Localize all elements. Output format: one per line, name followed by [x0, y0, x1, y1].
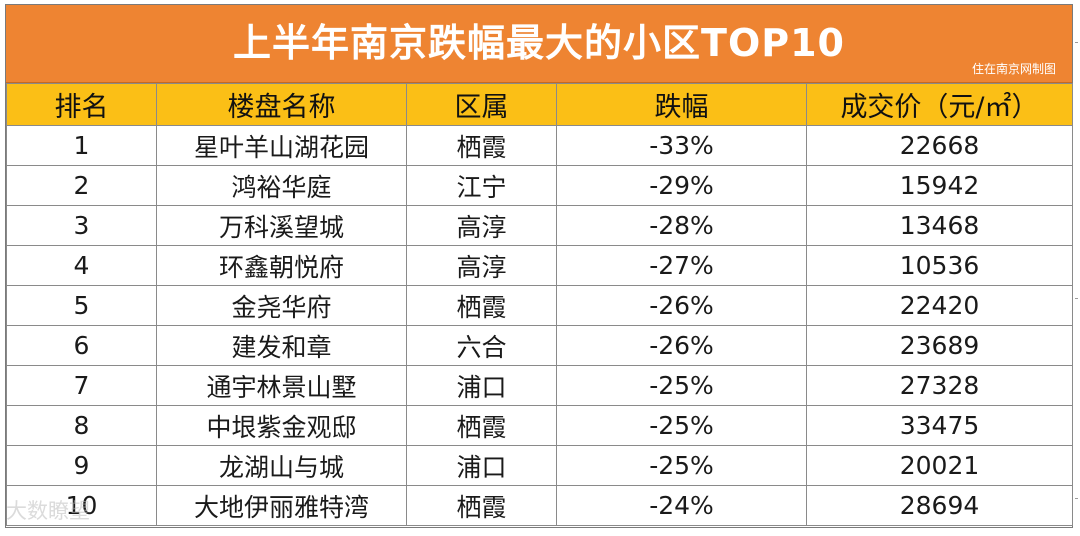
cell-rank: 7: [6, 365, 157, 406]
cell-rank: 6: [6, 325, 157, 366]
header-decline: 跌幅: [556, 83, 807, 126]
cell-rank: 9: [6, 445, 157, 486]
cell-rank: 3: [6, 205, 157, 246]
cell-rank: 8: [6, 405, 157, 446]
cell-decline: -27%: [556, 245, 807, 286]
cell-rank: 4: [6, 245, 157, 286]
cell-name: 鸿裕华庭: [156, 165, 407, 206]
cell-rank: 1: [6, 125, 157, 166]
table-row: 7 通宇林景山墅 浦口 -25% 27328: [6, 365, 1073, 406]
cell-decline: -25%: [556, 365, 807, 406]
table-header: 排名 楼盘名称 区属 跌幅 成交价（元/㎡）: [6, 83, 1073, 126]
edge-tick: [1075, 298, 1078, 299]
table-row: 8 中垠紫金观邸 栖霞 -25% 33475: [6, 405, 1073, 446]
cell-price: 28694: [806, 485, 1073, 526]
cell-decline: -33%: [556, 125, 807, 166]
cell-name: 通宇林景山墅: [156, 365, 407, 406]
cell-price: 13468: [806, 205, 1073, 246]
cell-price: 22668: [806, 125, 1073, 166]
header-price: 成交价（元/㎡）: [806, 83, 1073, 126]
cell-decline: -26%: [556, 285, 807, 326]
edge-tick: [1075, 498, 1078, 499]
header-name: 楼盘名称: [156, 83, 407, 126]
cell-price: 27328: [806, 365, 1073, 406]
cell-name: 龙湖山与城: [156, 445, 407, 486]
table-row: 2 鸿裕华庭 江宁 -29% 15942: [6, 165, 1073, 206]
title-banner: 上半年南京跌幅最大的小区TOP10 住在南京网制图: [6, 5, 1072, 83]
table-row: 6 建发和章 六合 -26% 23689: [6, 325, 1073, 366]
cell-district: 栖霞: [406, 125, 557, 166]
cell-district: 栖霞: [406, 405, 557, 446]
page-title: 上半年南京跌幅最大的小区TOP10: [233, 21, 845, 65]
cell-price: 33475: [806, 405, 1073, 446]
header-rank: 排名: [6, 83, 157, 126]
table-row: 1 星叶羊山湖花园 栖霞 -33% 22668: [6, 125, 1073, 166]
cell-price: 15942: [806, 165, 1073, 206]
cell-name: 星叶羊山湖花园: [156, 125, 407, 166]
cell-rank: 2: [6, 165, 157, 206]
cell-decline: -25%: [556, 405, 807, 446]
table-row: 4 环鑫朝悦府 高淳 -27% 10536: [6, 245, 1073, 286]
cell-price: 23689: [806, 325, 1073, 366]
cell-name: 建发和章: [156, 325, 407, 366]
cell-rank: 10: [6, 485, 157, 526]
cell-rank: 5: [6, 285, 157, 326]
cell-decline: -26%: [556, 325, 807, 366]
edge-tick: [1075, 42, 1078, 43]
cell-name: 万科溪望城: [156, 205, 407, 246]
table-row: 10 大地伊丽雅特湾 栖霞 -24% 28694: [6, 485, 1073, 526]
cell-price: 10536: [806, 245, 1073, 286]
cell-district: 六合: [406, 325, 557, 366]
cell-district: 高淳: [406, 205, 557, 246]
table-body: 1 星叶羊山湖花园 栖霞 -33% 22668 2 鸿裕华庭 江宁 -29% 15942 3 万科溪望…: [6, 125, 1073, 526]
cell-district: 栖霞: [406, 485, 557, 526]
credit-text: 住在南京网制图: [971, 62, 1056, 76]
cell-district: 江宁: [406, 165, 557, 206]
ranking-table-image: 上半年南京跌幅最大的小区TOP10 住在南京网制图 排名 楼盘名称 区属 跌幅 …: [5, 4, 1073, 528]
header-district: 区属: [406, 83, 557, 126]
ranking-table: 排名 楼盘名称 区属 跌幅 成交价（元/㎡） 1 星叶羊山湖花园 栖霞 -33% 226…: [6, 83, 1073, 526]
cell-district: 高淳: [406, 245, 557, 286]
table-row: 3 万科溪望城 高淳 -28% 13468: [6, 205, 1073, 246]
cell-name: 金尧华府: [156, 285, 407, 326]
cell-price: 20021: [806, 445, 1073, 486]
cell-decline: -24%: [556, 485, 807, 526]
table-row: 9 龙湖山与城 浦口 -25% 20021: [6, 445, 1073, 486]
table-row: 5 金尧华府 栖霞 -26% 22420: [6, 285, 1073, 326]
cell-district: 浦口: [406, 445, 557, 486]
header-row: 排名 楼盘名称 区属 跌幅 成交价（元/㎡）: [6, 83, 1073, 126]
cell-decline: -25%: [556, 445, 807, 486]
cell-district: 栖霞: [406, 285, 557, 326]
cell-district: 浦口: [406, 365, 557, 406]
cell-decline: -28%: [556, 205, 807, 246]
cell-name: 大地伊丽雅特湾: [156, 485, 407, 526]
cell-decline: -29%: [556, 165, 807, 206]
cell-name: 中垠紫金观邸: [156, 405, 407, 446]
cell-price: 22420: [806, 285, 1073, 326]
cell-name: 环鑫朝悦府: [156, 245, 407, 286]
